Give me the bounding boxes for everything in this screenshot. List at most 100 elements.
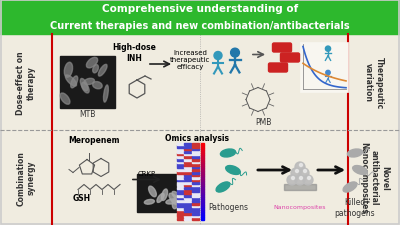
Circle shape <box>304 170 306 173</box>
Bar <box>201 166 204 169</box>
Bar <box>184 151 191 153</box>
Bar <box>184 161 191 163</box>
Bar <box>192 143 199 145</box>
Bar <box>177 215 184 217</box>
Bar <box>184 184 191 187</box>
Circle shape <box>214 52 222 60</box>
Text: CRKP: CRKP <box>138 171 156 177</box>
Bar <box>192 159 199 161</box>
Bar <box>201 207 204 210</box>
FancyBboxPatch shape <box>272 44 292 53</box>
Text: GSH: GSH <box>73 193 91 202</box>
Circle shape <box>287 175 297 185</box>
Bar <box>192 169 199 171</box>
Ellipse shape <box>172 198 178 209</box>
Bar <box>177 182 184 184</box>
Bar <box>177 210 184 212</box>
Bar <box>137 174 182 212</box>
Bar <box>201 143 204 145</box>
Ellipse shape <box>144 200 154 204</box>
Bar <box>184 202 191 205</box>
Bar <box>177 197 184 199</box>
Text: Killed
pathogens: Killed pathogens <box>335 197 375 217</box>
Bar <box>177 213 184 215</box>
Bar <box>201 174 204 176</box>
Ellipse shape <box>157 194 164 202</box>
Bar <box>201 187 204 189</box>
FancyBboxPatch shape <box>268 64 288 73</box>
Bar <box>201 176 204 179</box>
Bar <box>201 156 204 158</box>
Ellipse shape <box>93 65 98 74</box>
Bar <box>184 143 191 145</box>
Bar <box>192 156 199 158</box>
Bar <box>192 148 199 151</box>
Bar <box>184 182 191 184</box>
Circle shape <box>292 177 294 180</box>
Bar <box>184 171 191 174</box>
Ellipse shape <box>84 79 94 85</box>
Bar <box>201 171 204 174</box>
Bar <box>177 179 184 181</box>
Circle shape <box>300 177 302 180</box>
Bar <box>184 179 191 181</box>
Bar <box>192 161 199 163</box>
Bar <box>184 177 191 179</box>
Circle shape <box>296 170 298 173</box>
Circle shape <box>300 164 302 167</box>
Text: Pathogens: Pathogens <box>208 202 248 211</box>
Ellipse shape <box>65 76 76 87</box>
Bar <box>177 200 184 202</box>
Ellipse shape <box>348 149 362 157</box>
Bar <box>201 197 204 199</box>
Text: Comprehensive understanding of: Comprehensive understanding of <box>102 4 298 14</box>
Bar <box>192 189 199 192</box>
Text: Meropenem: Meropenem <box>68 135 120 144</box>
Ellipse shape <box>60 94 70 105</box>
Bar <box>192 215 199 217</box>
Bar <box>184 174 191 176</box>
Bar <box>192 202 199 205</box>
Ellipse shape <box>86 58 98 69</box>
Bar <box>177 153 184 156</box>
Ellipse shape <box>71 76 78 88</box>
Bar <box>192 187 199 189</box>
Bar <box>177 177 184 179</box>
Ellipse shape <box>82 83 89 94</box>
Bar <box>184 210 191 212</box>
Text: Omics analysis: Omics analysis <box>165 133 229 142</box>
Bar <box>184 195 191 197</box>
Circle shape <box>326 47 331 52</box>
Bar <box>177 148 184 151</box>
Bar <box>184 146 191 148</box>
Bar <box>192 182 199 184</box>
Bar <box>177 159 184 161</box>
Bar <box>201 181 204 184</box>
Bar <box>192 164 199 166</box>
Ellipse shape <box>172 191 182 201</box>
Bar <box>192 174 199 176</box>
Text: Dose-effect on
therapy: Dose-effect on therapy <box>16 51 36 114</box>
Bar <box>177 161 184 163</box>
Text: PMB: PMB <box>255 117 271 126</box>
Circle shape <box>299 168 309 178</box>
Bar <box>192 213 199 215</box>
Bar <box>192 171 199 174</box>
Text: MTB: MTB <box>79 110 96 119</box>
Bar <box>192 184 199 187</box>
Bar <box>300 42 348 92</box>
Bar <box>192 179 199 181</box>
Bar <box>284 184 316 190</box>
Circle shape <box>326 71 330 75</box>
Bar <box>184 166 191 169</box>
Ellipse shape <box>104 86 108 103</box>
Ellipse shape <box>220 149 236 157</box>
Bar <box>201 184 204 187</box>
Circle shape <box>230 49 239 58</box>
Bar <box>177 143 184 145</box>
Ellipse shape <box>216 182 230 192</box>
Bar <box>177 195 184 197</box>
Bar <box>201 217 204 220</box>
Bar <box>201 145 204 148</box>
Bar <box>184 218 191 220</box>
